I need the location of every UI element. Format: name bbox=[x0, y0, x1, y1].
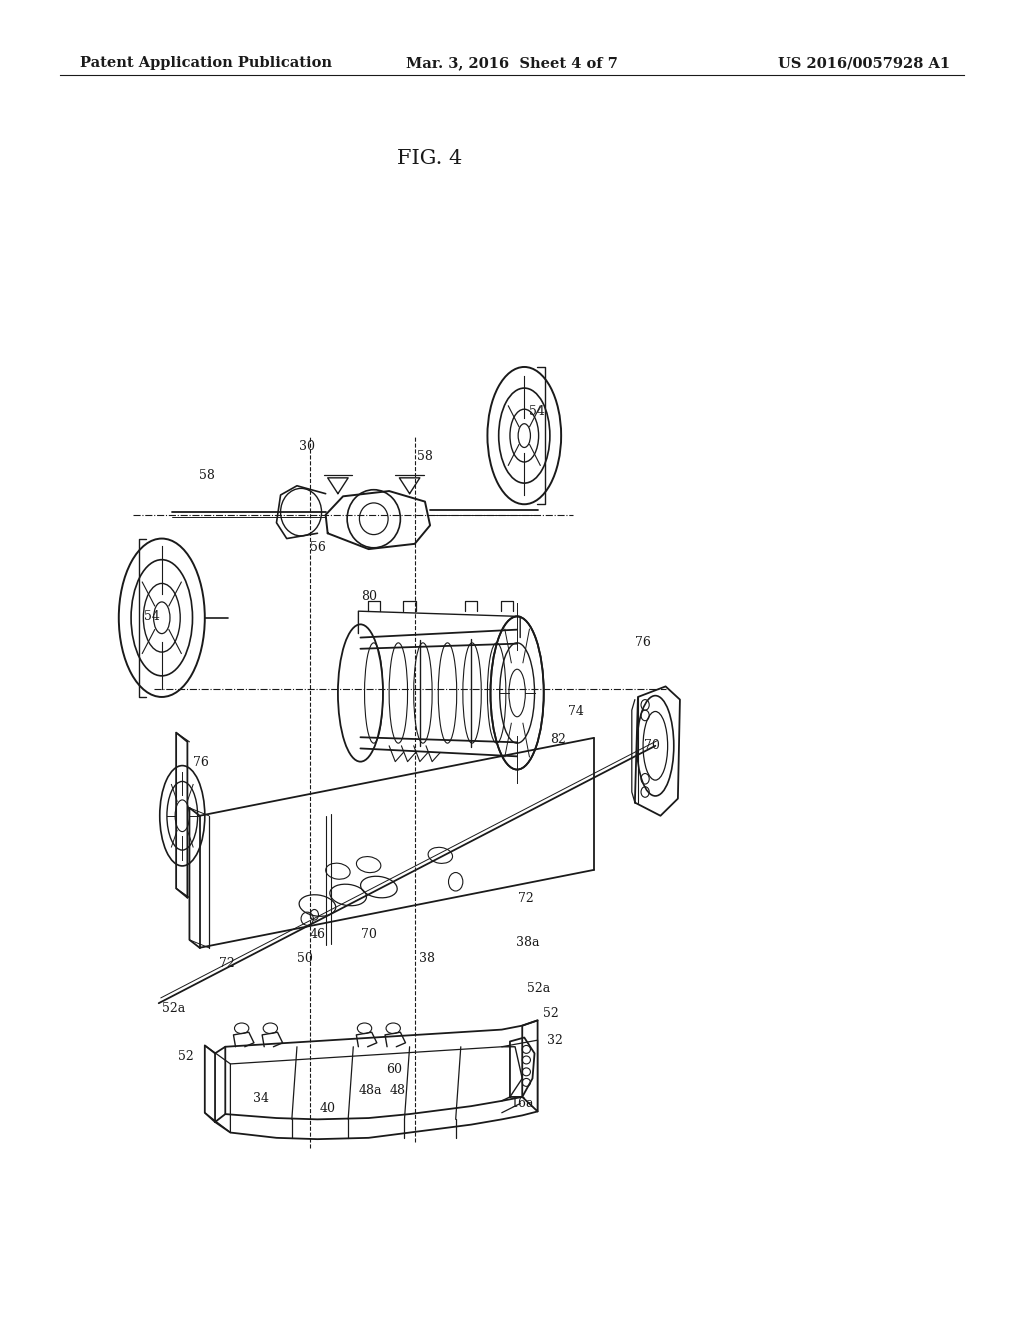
Text: 32: 32 bbox=[547, 1034, 563, 1047]
Text: 54: 54 bbox=[528, 405, 545, 418]
Text: Mar. 3, 2016  Sheet 4 of 7: Mar. 3, 2016 Sheet 4 of 7 bbox=[407, 57, 617, 70]
Text: 16a: 16a bbox=[511, 1097, 534, 1110]
Text: 58: 58 bbox=[417, 450, 433, 463]
Text: 52: 52 bbox=[178, 1049, 195, 1063]
Text: 46: 46 bbox=[309, 928, 326, 941]
Text: 38: 38 bbox=[419, 952, 435, 965]
Text: 54: 54 bbox=[143, 610, 160, 623]
Text: 30: 30 bbox=[299, 440, 315, 453]
Text: 56: 56 bbox=[309, 541, 326, 554]
Text: 48a: 48a bbox=[359, 1084, 382, 1097]
Text: 60: 60 bbox=[386, 1063, 402, 1076]
Text: 40: 40 bbox=[319, 1102, 336, 1115]
Text: 58: 58 bbox=[199, 469, 215, 482]
Text: 74: 74 bbox=[567, 705, 584, 718]
Text: 70: 70 bbox=[360, 928, 377, 941]
Text: 52a: 52a bbox=[163, 1002, 185, 1015]
Text: 76: 76 bbox=[635, 636, 651, 649]
Text: FIG. 4: FIG. 4 bbox=[397, 149, 463, 168]
Text: 76: 76 bbox=[193, 756, 209, 770]
Text: 72: 72 bbox=[518, 892, 535, 906]
Text: Patent Application Publication: Patent Application Publication bbox=[80, 57, 332, 70]
Text: 52: 52 bbox=[543, 1007, 559, 1020]
Text: 82: 82 bbox=[550, 733, 566, 746]
Text: 34: 34 bbox=[253, 1092, 269, 1105]
Text: US 2016/0057928 A1: US 2016/0057928 A1 bbox=[778, 57, 950, 70]
Text: 72: 72 bbox=[219, 957, 236, 970]
Text: 52a: 52a bbox=[527, 982, 550, 995]
Text: 38a: 38a bbox=[516, 936, 539, 949]
Text: 70: 70 bbox=[644, 739, 660, 752]
Text: 50: 50 bbox=[297, 952, 313, 965]
Text: 48: 48 bbox=[389, 1084, 406, 1097]
Text: 80: 80 bbox=[360, 590, 377, 603]
